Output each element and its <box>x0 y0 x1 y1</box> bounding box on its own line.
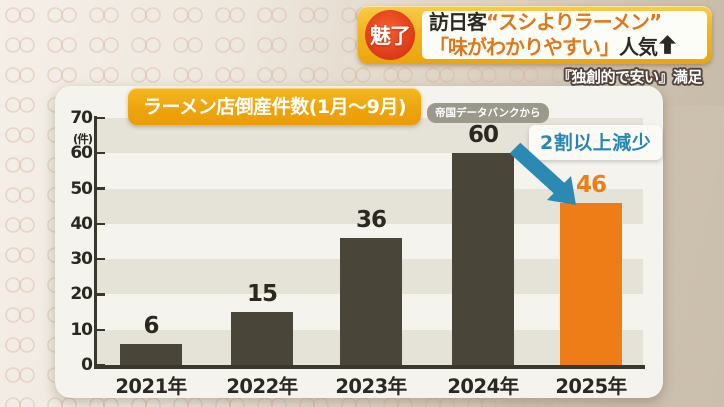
headline-line-1: 訪日客 “スシよりラーメン” <box>429 10 707 35</box>
y-tick-label: 40 <box>70 213 93 234</box>
sub-caption: 『独創的で安い』満足 <box>556 68 703 86</box>
headline-line1-quote: “スシよりラーメン” <box>486 10 662 34</box>
y-tick-mark <box>96 222 105 226</box>
y-tick-mark <box>96 363 105 367</box>
y-tick-mark <box>96 116 105 120</box>
bar-value-label: 46 <box>575 171 607 198</box>
y-tick-label: 30 <box>70 249 93 270</box>
headline-line2-suffix: 人気 <box>619 35 658 59</box>
y-axis-unit-label: (件) <box>72 132 93 146</box>
headline-banner: 魅了 訪日客 “スシよりラーメン” 「味がわかりやすい」 人気 <box>358 6 712 64</box>
y-axis-line <box>94 116 97 369</box>
headline-line1-prefix: 訪日客 <box>429 10 487 34</box>
y-tick-label: 20 <box>70 284 93 305</box>
chart-bar <box>560 202 622 365</box>
annotation-callout: 2割以上減少 <box>529 125 663 160</box>
bar-value-label: 36 <box>355 206 387 233</box>
y-tick-label: 10 <box>70 319 93 340</box>
chart-panel: (件) 帝国データバンクから 2割以上減少 0 10 20 30 40 50 60 70 6 20… <box>55 86 663 398</box>
x-axis-label: 2022年 <box>226 375 298 398</box>
bar-value-label: 15 <box>246 281 278 308</box>
headline-text-box: 訪日客 “スシよりラーメン” 「味がわかりやすい」 人気 <box>422 10 707 60</box>
headline-badge: 魅了 <box>365 10 415 60</box>
bar-value-label: 6 <box>143 312 159 339</box>
y-tick-label: 60 <box>70 143 93 164</box>
data-source-label: 帝国データバンクから <box>427 103 549 123</box>
chart-title: ラーメン店倒産件数(1月～9月) <box>128 88 422 125</box>
headline-line2-quote: 「味がわかりやすい」 <box>429 35 620 59</box>
chart-bar <box>340 237 402 365</box>
chart-bar <box>452 153 514 365</box>
y-tick-label: 50 <box>70 178 93 199</box>
y-tick-mark <box>96 328 105 331</box>
x-axis-label: 2023年 <box>335 375 407 398</box>
bar-value-label: 60 <box>467 122 499 149</box>
x-axis-label: 2025年 <box>555 375 627 398</box>
x-axis-label: 2021年 <box>115 375 187 398</box>
y-tick-mark <box>96 187 105 190</box>
bar-chart: (件) 帝国データバンクから 2割以上減少 0 10 20 30 40 50 60 70 6 20… <box>55 86 663 398</box>
headline-line-2: 「味がわかりやすい」 人気 <box>429 35 707 60</box>
x-axis-line <box>94 365 645 369</box>
y-tick-label: 0 <box>81 355 93 375</box>
y-tick-mark <box>96 257 105 261</box>
chart-bar <box>231 312 293 365</box>
y-tick-mark <box>96 293 105 296</box>
chart-bar <box>120 343 182 365</box>
y-tick-label: 70 <box>70 108 93 128</box>
up-arrow-icon <box>659 35 676 60</box>
y-tick-mark <box>96 152 105 155</box>
x-axis-label: 2024年 <box>447 375 519 398</box>
